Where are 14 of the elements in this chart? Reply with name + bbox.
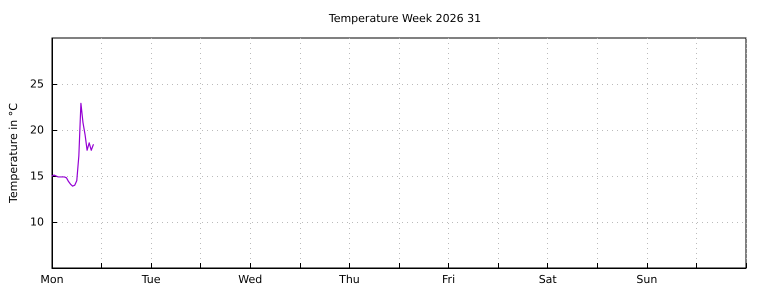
x-tick-label: Mon	[40, 273, 64, 286]
y-tick-label: 25	[30, 78, 44, 90]
chart-title: Temperature Week 2026 31	[328, 12, 482, 25]
x-tick-label: Tue	[140, 273, 161, 286]
x-tick-label: Thu	[338, 273, 360, 286]
y-tick-label: 20	[30, 124, 44, 136]
x-tick-label: Sat	[538, 273, 558, 286]
x-tick-label: Sun	[636, 273, 658, 286]
y-tick-label: 15	[30, 170, 44, 182]
x-tick-label: Wed	[238, 273, 262, 286]
line-series	[51, 102, 94, 187]
x-tick-label: Fri	[442, 273, 456, 286]
y-tick-label: 10	[30, 216, 44, 228]
y-axis-title: Temperature in °C	[7, 102, 20, 204]
